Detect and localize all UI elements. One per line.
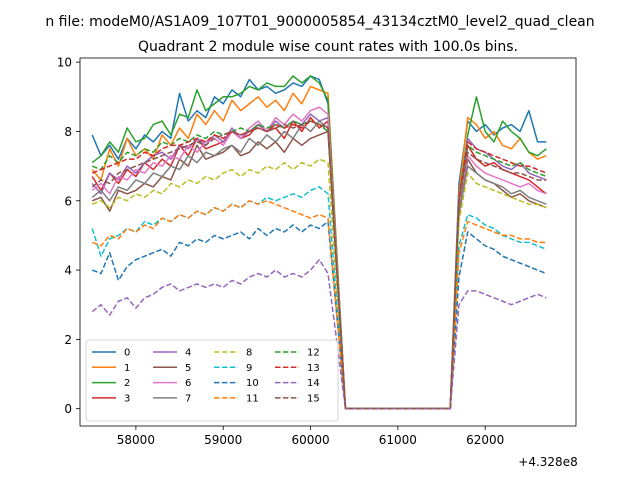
series-line-7 (91, 120, 547, 410)
x-tick-label: 61000 (379, 433, 417, 447)
legend-label-8: 8 (246, 348, 252, 359)
series-line-8 (91, 158, 547, 410)
y-tick-label: 8 (64, 125, 72, 139)
legend-label-4: 4 (185, 348, 191, 359)
legend-label-7: 7 (185, 393, 191, 404)
series-line-14 (91, 258, 547, 410)
legend-box (85, 339, 339, 422)
series-line-9 (91, 186, 547, 410)
legend-label-10: 10 (246, 378, 259, 389)
y-tick-label: 10 (57, 56, 72, 70)
legend-label-6: 6 (185, 378, 191, 389)
series-line-6 (91, 106, 547, 410)
y-axis: 0 2 4 6 8 10 (57, 56, 80, 416)
series-lines (91, 75, 547, 410)
legend-label-9: 9 (246, 363, 252, 374)
x-tick-label: 62000 (466, 433, 504, 447)
x-tick-label: 59000 (204, 433, 242, 447)
series-line-15 (91, 120, 547, 410)
y-tick-label: 6 (64, 194, 72, 208)
y-tick-label: 4 (64, 264, 72, 278)
x-axis: 58000 59000 60000 61000 62000 (117, 426, 504, 447)
series-line-1 (91, 85, 547, 410)
legend-label-2: 2 (124, 378, 130, 389)
series-line-5 (91, 130, 547, 410)
legend-label-11: 11 (246, 393, 259, 404)
figure-suptitle: n file: modeM0/AS1A09_107T01_9000005854_… (45, 14, 594, 30)
x-tick-label: 60000 (291, 433, 329, 447)
legend-label-5: 5 (185, 363, 191, 374)
y-tick-label: 2 (64, 333, 72, 347)
series-line-0 (91, 75, 547, 410)
chart-title: Quadrant 2 module wise count rates with … (138, 39, 518, 55)
series-line-2 (91, 75, 547, 410)
axes-frame (79, 57, 577, 427)
series-line-12 (91, 120, 547, 410)
series-line-4 (91, 113, 547, 410)
legend-label-13: 13 (307, 363, 320, 374)
legend-label-0: 0 (124, 348, 130, 359)
legend-label-14: 14 (307, 378, 320, 389)
legend-label-3: 3 (124, 393, 130, 404)
series-line-11 (91, 200, 547, 410)
legend-label-1: 1 (124, 363, 130, 374)
series-line-10 (91, 220, 547, 410)
y-tick-label: 0 (64, 402, 72, 416)
legend-label-12: 12 (307, 348, 320, 359)
x-tick-label: 58000 (117, 433, 155, 447)
x-offset-label: +4.328e8 (518, 455, 577, 469)
legend-label-15: 15 (307, 393, 320, 404)
